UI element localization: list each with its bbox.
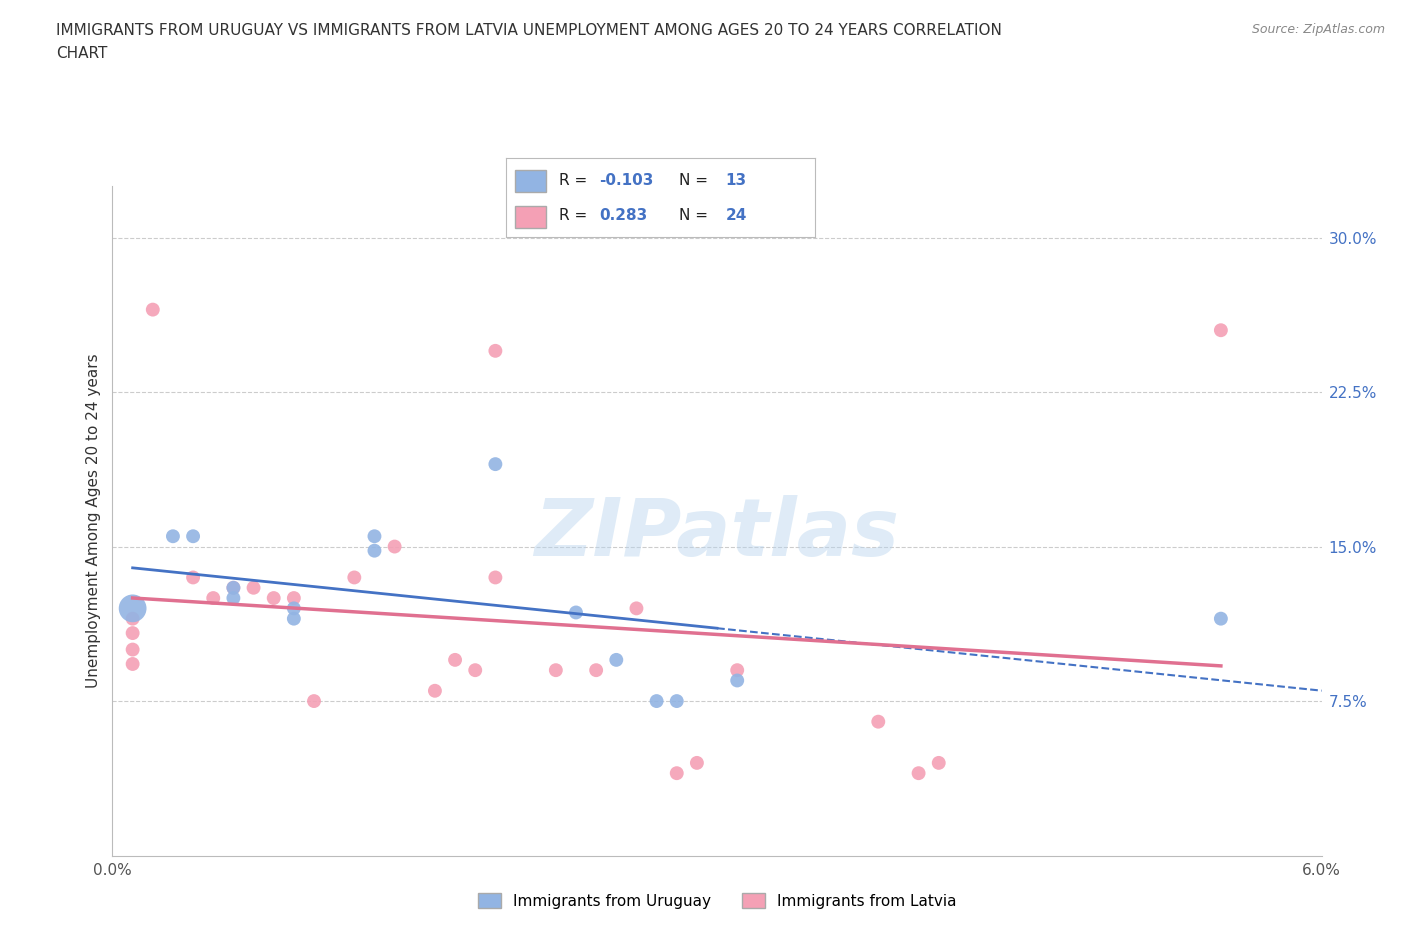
- Point: [121, 657, 143, 671]
- Point: [1209, 323, 1232, 338]
- Point: [363, 543, 385, 558]
- Text: ZIPatlas: ZIPatlas: [534, 495, 900, 573]
- Legend: Immigrants from Uruguay, Immigrants from Latvia: Immigrants from Uruguay, Immigrants from…: [472, 886, 962, 915]
- Point: [725, 673, 748, 688]
- Text: -0.103: -0.103: [599, 173, 654, 188]
- Point: [645, 694, 668, 709]
- Point: [343, 570, 366, 585]
- Point: [665, 694, 688, 709]
- Point: [302, 694, 325, 709]
- Point: [242, 580, 264, 595]
- Text: 13: 13: [725, 173, 747, 188]
- Point: [423, 684, 446, 698]
- Point: [181, 570, 204, 585]
- Point: [222, 591, 245, 605]
- Text: N =: N =: [679, 208, 713, 223]
- Text: 24: 24: [725, 208, 747, 223]
- Point: [665, 765, 688, 780]
- FancyBboxPatch shape: [516, 170, 547, 193]
- Point: [121, 626, 143, 641]
- FancyBboxPatch shape: [516, 206, 547, 228]
- Point: [121, 611, 143, 626]
- Point: [868, 714, 890, 729]
- Point: [565, 605, 588, 620]
- Text: IMMIGRANTS FROM URUGUAY VS IMMIGRANTS FROM LATVIA UNEMPLOYMENT AMONG AGES 20 TO : IMMIGRANTS FROM URUGUAY VS IMMIGRANTS FR…: [56, 23, 1002, 38]
- Text: R =: R =: [558, 208, 592, 223]
- Point: [121, 601, 143, 616]
- Text: CHART: CHART: [56, 46, 108, 61]
- Point: [142, 302, 165, 317]
- Text: R =: R =: [558, 173, 592, 188]
- Point: [283, 611, 305, 626]
- Point: [283, 591, 305, 605]
- Point: [484, 343, 506, 358]
- Point: [363, 529, 385, 544]
- Point: [283, 601, 305, 616]
- Point: [181, 529, 204, 544]
- Point: [1209, 611, 1232, 626]
- Point: [725, 663, 748, 678]
- Point: [121, 642, 143, 657]
- Point: [626, 601, 648, 616]
- Text: Source: ZipAtlas.com: Source: ZipAtlas.com: [1251, 23, 1385, 36]
- Point: [384, 539, 406, 554]
- Point: [202, 591, 225, 605]
- Point: [544, 663, 567, 678]
- Text: N =: N =: [679, 173, 713, 188]
- Point: [222, 580, 245, 595]
- Point: [585, 663, 607, 678]
- Point: [484, 457, 506, 472]
- Point: [484, 570, 506, 585]
- Point: [162, 529, 184, 544]
- Text: 0.283: 0.283: [599, 208, 647, 223]
- Point: [928, 755, 950, 770]
- Point: [686, 755, 709, 770]
- Y-axis label: Unemployment Among Ages 20 to 24 years: Unemployment Among Ages 20 to 24 years: [86, 353, 101, 688]
- Point: [263, 591, 285, 605]
- Point: [222, 580, 245, 595]
- Point: [444, 653, 467, 668]
- Point: [605, 653, 627, 668]
- Point: [907, 765, 929, 780]
- Point: [464, 663, 486, 678]
